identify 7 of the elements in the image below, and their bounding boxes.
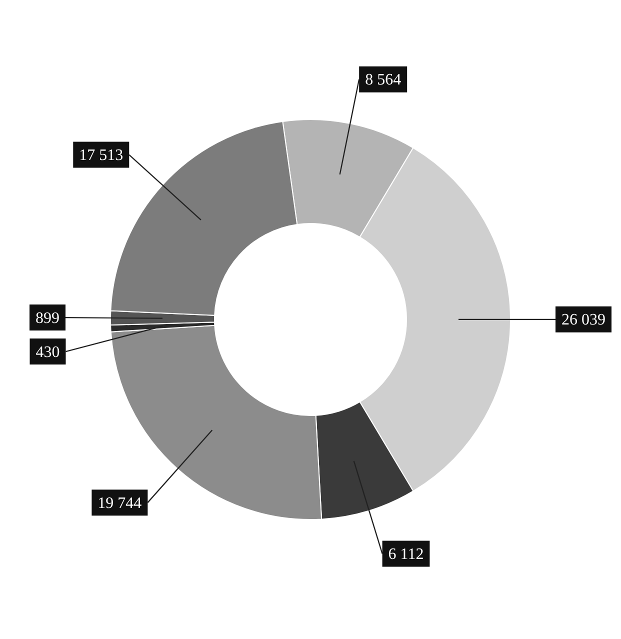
data-label: 19 744 [98, 494, 142, 512]
data-label: 17 513 [79, 146, 124, 164]
data-label: 430 [36, 344, 60, 361]
data-label: 6 112 [388, 546, 424, 563]
data-label: 899 [36, 310, 60, 327]
data-label: 26 039 [562, 312, 606, 329]
data-label: 8 564 [365, 72, 402, 89]
